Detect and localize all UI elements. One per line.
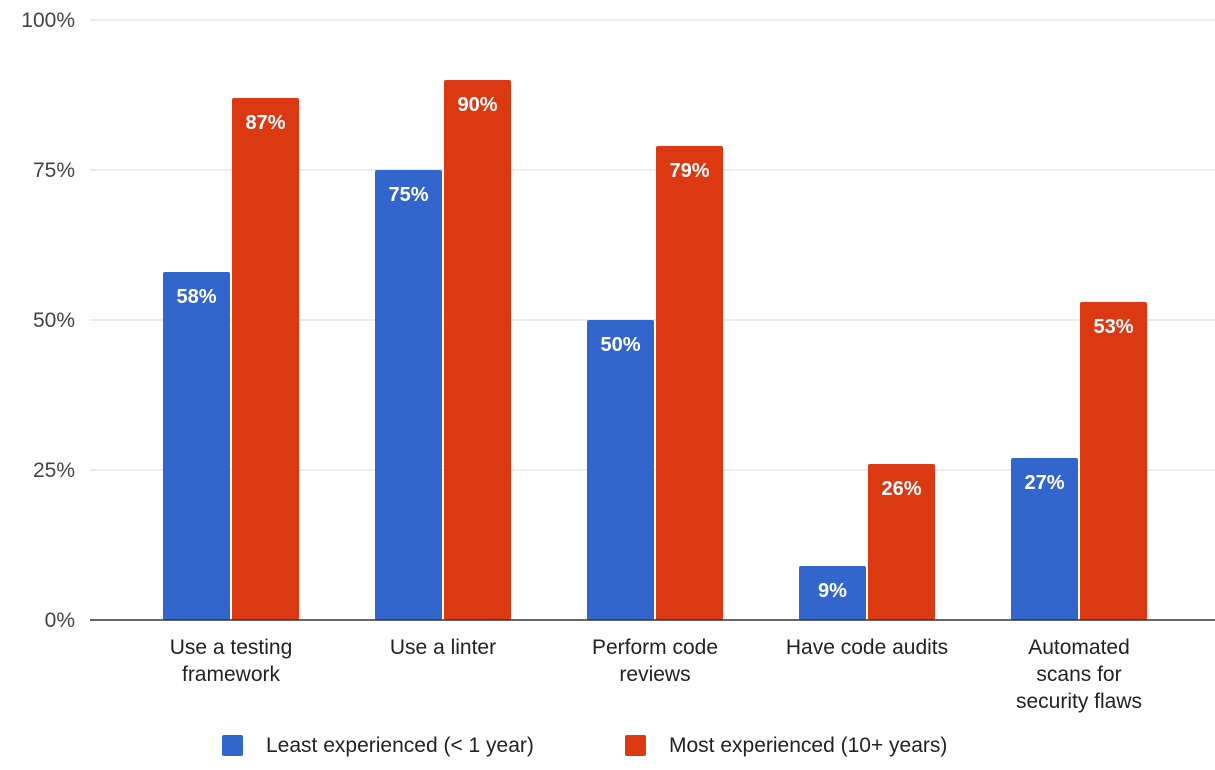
legend-label: Most experienced (10+ years): [669, 734, 947, 757]
bar-most-3: [868, 464, 935, 620]
bar-least-2: [587, 320, 654, 620]
x-category-label: framework: [182, 663, 281, 686]
bar-least-1: [375, 170, 442, 620]
bar-least-3: [799, 566, 866, 620]
y-tick-label: 25%: [33, 459, 75, 482]
data-label: 87%: [245, 112, 285, 134]
y-tick-label: 100%: [21, 9, 75, 32]
x-category-label: security flaws: [1016, 690, 1142, 713]
legend-label: Least experienced (< 1 year): [266, 734, 534, 757]
data-label: 27%: [1024, 472, 1064, 494]
x-category-label: Perform code: [592, 636, 718, 659]
data-label: 79%: [669, 160, 709, 182]
axes: 0% 25% 50% 75% 100% Use a testing framework Use…: [21, 9, 1215, 713]
bar-most-0: [232, 98, 299, 620]
bar-least-4: [1011, 458, 1078, 620]
legend-swatch: [222, 735, 243, 756]
data-label: 58%: [176, 286, 216, 308]
x-category-label: reviews: [619, 663, 690, 686]
bar-most-1: [444, 80, 511, 620]
legend-swatch: [625, 735, 646, 756]
bar-least-0: [163, 272, 230, 620]
data-label: 50%: [600, 334, 640, 356]
x-category-label: scans for: [1036, 663, 1121, 686]
bar-most-4: [1080, 302, 1147, 620]
bar-most-2: [656, 146, 723, 620]
data-label: 9%: [818, 580, 847, 602]
x-category-label: Automated: [1028, 636, 1130, 659]
x-category-label: Use a linter: [390, 636, 496, 659]
x-category-label: Use a testing: [170, 636, 293, 659]
y-tick-label: 75%: [33, 159, 75, 182]
bars: 58% 87% 75% 90% 50% 79% 9% 26% 27% 53%: [163, 80, 1147, 620]
data-label: 26%: [881, 478, 921, 500]
legend: Least experienced (< 1 year) Most experie…: [222, 734, 947, 757]
y-tick-label: 0%: [45, 609, 75, 632]
data-label: 53%: [1093, 316, 1133, 338]
data-label: 90%: [457, 94, 497, 116]
x-category-label: Have code audits: [786, 636, 948, 659]
y-tick-label: 50%: [33, 309, 75, 332]
data-label: 75%: [388, 184, 428, 206]
